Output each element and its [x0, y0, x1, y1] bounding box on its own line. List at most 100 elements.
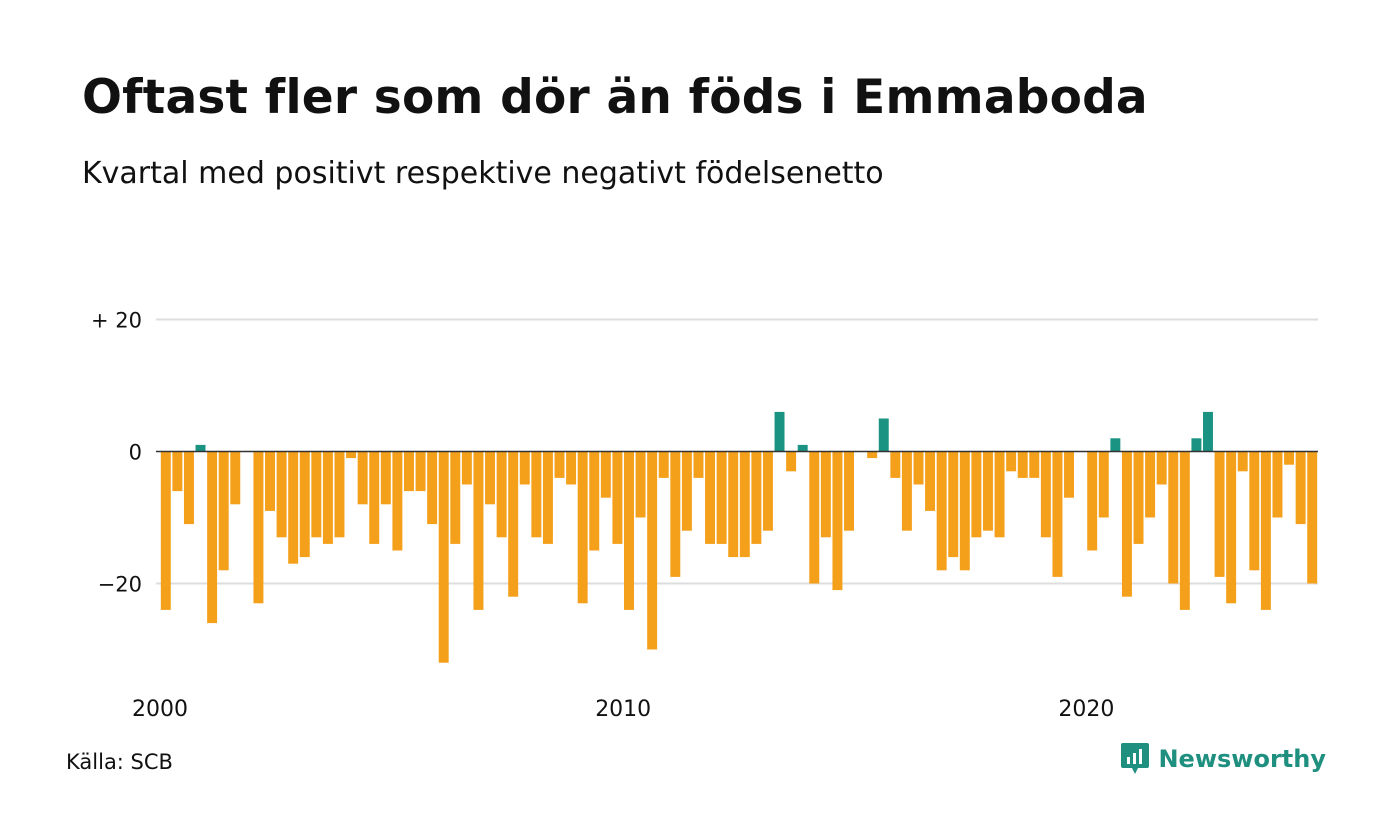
bar-negative: [739, 451, 750, 558]
bar-negative: [1214, 451, 1225, 577]
bar-negative: [519, 451, 530, 485]
bar-negative: [322, 451, 333, 544]
bar-positive: [797, 444, 808, 452]
newsworthy-logo[interactable]: Newsworthy: [1120, 742, 1326, 776]
bar-negative: [600, 451, 611, 498]
bar-negative: [496, 451, 507, 538]
bar-negative: [554, 451, 565, 478]
bar-positive: [1203, 411, 1213, 452]
bar-positive: [1191, 438, 1202, 452]
y-tick-label: + 20: [91, 309, 142, 333]
bar-negative: [670, 451, 681, 577]
bar-negative: [1087, 451, 1098, 551]
bar-negative: [647, 451, 658, 650]
bar-negative: [820, 451, 831, 538]
bar-positive: [195, 444, 206, 452]
bar-negative: [1098, 451, 1109, 518]
chart-title: Oftast fler som dör än föds i Emmaboda: [82, 70, 1148, 125]
bar-negative: [253, 451, 264, 604]
bar-negative: [809, 451, 820, 584]
bar-negative: [461, 451, 472, 485]
bar-negative: [369, 451, 380, 544]
bar-negative: [786, 451, 797, 472]
source-label: Källa: SCB: [66, 750, 173, 774]
bar-negative: [936, 451, 947, 571]
bar-negative: [380, 451, 391, 505]
bar-negative: [230, 451, 241, 505]
bar-negative: [844, 451, 854, 531]
bar-negative: [982, 451, 993, 531]
bar-negative: [901, 451, 912, 531]
bar-negative: [1284, 451, 1295, 465]
bar-negative: [403, 451, 414, 492]
bar-positive: [878, 418, 889, 452]
bar-negative: [1249, 451, 1260, 571]
bar-negative: [762, 451, 773, 531]
bar-negative: [1052, 451, 1063, 577]
newsworthy-logo-text: Newsworthy: [1158, 745, 1326, 773]
bar-negative: [265, 451, 275, 511]
bar-negative: [427, 451, 438, 525]
x-tick-label: 2010: [595, 697, 651, 722]
bar-negative: [1226, 451, 1237, 604]
x-tick-label: 2000: [132, 697, 188, 722]
bar-negative: [207, 451, 218, 624]
bar-negative: [624, 451, 634, 610]
bar-negative: [1260, 451, 1271, 610]
bar-positive: [1110, 438, 1121, 452]
bar-negative: [346, 451, 357, 459]
chart-subtitle: Kvartal med positivt respektive negativt…: [82, 156, 884, 191]
bar-negative: [867, 451, 878, 459]
bar-negative: [172, 451, 183, 492]
bar-negative: [566, 451, 577, 485]
bar-negative: [508, 451, 519, 597]
bar-negative: [1307, 451, 1318, 584]
bar-negative: [751, 451, 762, 544]
bar-negative: [334, 451, 345, 538]
bar-negative: [1156, 451, 1167, 485]
bar-negative: [1237, 451, 1248, 472]
bar-positive: [774, 411, 785, 452]
bar-negative: [415, 451, 426, 492]
bar-negative: [357, 451, 368, 505]
y-tick-label: 0: [129, 441, 142, 465]
bar-negative: [589, 451, 600, 551]
bar-negative: [913, 451, 924, 485]
bar-negative: [450, 451, 461, 544]
bar-negative: [890, 451, 901, 478]
bar-negative: [705, 451, 716, 544]
bar-negative: [288, 451, 299, 564]
bar-negative: [531, 451, 542, 538]
bar-negative: [716, 451, 727, 544]
bar-negative: [160, 451, 171, 610]
bar-negative: [1272, 451, 1283, 518]
bar-negative: [311, 451, 322, 538]
bar-negative: [1029, 451, 1040, 478]
bar-negative: [1017, 451, 1028, 478]
bar-negative: [728, 451, 739, 558]
bar-negative: [971, 451, 982, 538]
y-tick-label: −20: [98, 573, 142, 597]
newsworthy-logo-icon: [1121, 743, 1150, 774]
bar-negative: [681, 451, 692, 531]
bar-negative: [183, 451, 194, 525]
bar-negative: [542, 451, 553, 544]
bar-negative: [832, 451, 843, 591]
bar-negative: [1295, 451, 1306, 525]
bar-negative: [1040, 451, 1051, 538]
bar-negative: [925, 451, 936, 511]
bar-negative: [994, 451, 1005, 538]
bar-negative: [612, 451, 623, 544]
bar-negative: [1145, 451, 1156, 518]
bar-negative: [1006, 451, 1017, 472]
bar-negative: [299, 451, 310, 558]
bar-negative: [948, 451, 959, 558]
bar-negative: [1121, 451, 1132, 597]
bar-negative: [577, 451, 588, 604]
bar-negative: [485, 451, 496, 505]
bar-negative: [1168, 451, 1179, 584]
bar-negative: [473, 451, 484, 610]
bar-negative: [276, 451, 287, 538]
bar-negative: [218, 451, 229, 571]
